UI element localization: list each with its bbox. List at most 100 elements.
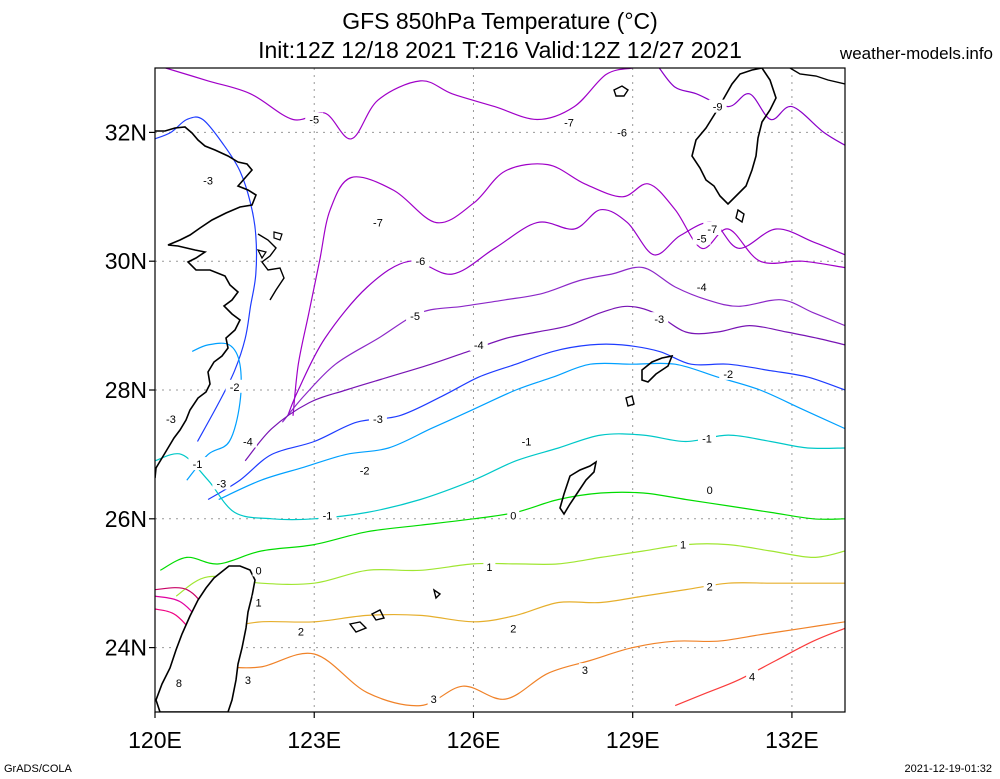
contour-label-bg [188,457,207,471]
contour-label-bg [746,669,759,683]
contour-label-bg [305,112,324,126]
contour-label: -3 [373,414,383,426]
contour-label-bg [368,215,387,229]
contour-label: 3 [245,675,251,687]
contour-label-bg [238,434,257,448]
y-tick-label: 30N [105,248,147,274]
contour-label-bg [507,508,520,522]
contour-label-bg [703,579,716,593]
contour-label: -3 [216,478,226,490]
island-okinawa [559,460,598,516]
contour-line [223,621,845,707]
contour-line [155,116,258,442]
contour-line [207,343,845,501]
contour-label: 1 [680,540,686,552]
contour-label: -6 [415,256,425,268]
contour-line [160,491,845,571]
coastline-hangzhou-bay [257,233,285,301]
contour-label-bg [355,463,374,477]
contour-line [218,362,845,501]
contour-label-bg [692,279,711,293]
contour-label-bg [172,676,185,690]
contour-line [175,543,845,597]
contour-label: -2 [360,466,370,478]
contour-label-bg [703,482,716,496]
contour-label: 2 [707,581,713,593]
coastline-china [155,126,257,479]
contour-label: -7 [564,118,574,130]
island-miyako [432,588,442,600]
island-jeju [613,85,629,97]
x-tick-label: 120E [128,727,182,753]
contour-label-bg [294,624,307,638]
contour-label-bg [698,431,716,445]
contour-label: -5 [309,115,319,127]
footer-left-label: GrADS/COLA [4,763,72,775]
contour-lines [155,68,845,712]
contour-label-bg [406,308,425,322]
contour-line [155,433,845,521]
contour-line [223,582,845,629]
coastline [155,68,845,712]
contour-label: 3 [582,665,588,677]
contour-label: -5 [697,234,707,246]
contour-label-bg [318,508,337,522]
contour-label: 1 [255,598,261,610]
contour-label: -1 [702,433,712,445]
contour-line [287,209,845,417]
island-amami [641,354,674,383]
contour-label-bg [469,337,488,351]
contour-label: -4 [474,340,484,352]
contour-label-bg [252,595,265,609]
contour-label: -1 [323,511,333,523]
contour-label-bg [199,173,218,187]
contour-label-bg [692,231,711,245]
contour-label: 2 [298,627,304,639]
coastline-taiwan [155,565,256,712]
contour-label: 8 [176,678,182,690]
island-zhoushan [256,231,283,260]
contour-label-bg [368,411,387,425]
contour-label-bg [241,672,254,686]
contour-line [292,163,845,416]
contour-label: 4 [749,672,755,684]
contour-label-bg [507,621,520,635]
contour-line [165,68,633,140]
chart-subtitle: Init:12Z 12/18 2021 T:216 Valid:12Z 12/2… [258,37,742,63]
contour-label-bg [517,434,536,448]
contour-label: 0 [510,511,516,523]
grid-lines [154,68,845,712]
x-tick-label: 123E [287,727,341,753]
island-tokunoshima [625,395,635,407]
y-tick-label: 24N [105,635,147,661]
contour-label-bg [719,366,738,380]
contour-label: 0 [707,485,713,497]
contour-label: -4 [697,282,707,294]
contour-line [674,627,845,707]
contour-label: -1 [193,459,203,471]
contour-label: 1 [486,562,492,574]
contour-label: 0 [255,565,261,577]
contour-label-bg [560,115,578,129]
contour-label-bg [650,312,669,326]
contour-label: -7 [707,224,717,236]
contour-label-bg [613,125,632,139]
contour-label: -7 [373,218,383,230]
contour-label: -1 [522,437,532,449]
island-ishigaki [348,609,386,633]
contour-label: -3 [203,176,213,188]
y-tick-label: 32N [105,119,147,145]
contour-label-bg [708,99,727,113]
contour-label: 2 [510,623,516,635]
y-tick-label: 28N [105,377,147,403]
contour-label-bg [212,476,231,490]
contour-labels: -9-7-6-5-7-6-7-5-4-5 -3-4-3-2-3-2-3-4 -1 -1… [161,99,759,706]
brand-label: weather-models.info [839,44,993,63]
island-yakushima [735,208,745,224]
contour-label-bg [252,563,265,577]
contour-label-bg [427,692,440,706]
contour-label-bg [677,537,690,551]
coastline-korea-tip [789,68,845,85]
contour-label: -3 [654,314,664,326]
